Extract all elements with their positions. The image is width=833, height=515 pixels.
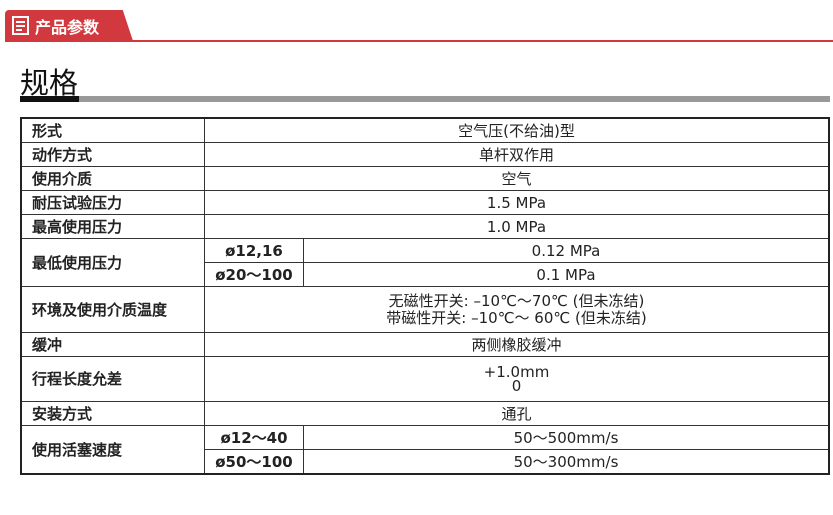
row-value: 0.1 MPa	[303, 262, 830, 287]
table-row: ø20～100 0.1 MPa	[21, 262, 830, 287]
row-value: 两侧橡胶缓冲	[204, 332, 830, 357]
row-label: 缓冲	[20, 332, 205, 357]
row-value: 50～300mm/s	[303, 449, 830, 475]
row-label: 行程长度允差	[20, 356, 205, 402]
row-value: 空气压(不给油)型	[204, 117, 830, 143]
value-line: 0	[511, 377, 522, 395]
row-value: 无磁性开关: –10℃～70℃ (但未冻结) 带磁性开关: –10℃～ 60℃ (…	[204, 286, 830, 333]
value-line: +1.0mm	[483, 363, 550, 381]
row-label: 最低使用压力	[20, 238, 205, 287]
size-label: ø50～100	[204, 449, 304, 475]
row-label: 动作方式	[20, 142, 205, 167]
divider	[5, 40, 833, 42]
table-row: 最高使用压力 1.0 MPa	[20, 214, 830, 239]
table-row: 使用介质 空气	[20, 166, 830, 191]
row-value: 1.0 MPa	[204, 214, 830, 239]
section-title: 规格	[20, 66, 79, 100]
value-line: 带磁性开关: –10℃～ 60℃ (但未冻结)	[386, 308, 647, 327]
row-value: 1.5 MPa	[204, 190, 830, 215]
row-label: 形式	[20, 117, 205, 143]
row-label: 安装方式	[20, 401, 205, 426]
table-row: 形式 空气压(不给油)型	[20, 117, 830, 143]
table-row: 安装方式 通孔	[20, 401, 830, 426]
value-line: 无磁性开关: –10℃～70℃ (但未冻结)	[388, 291, 645, 310]
spec-table: 形式 空气压(不给油)型 动作方式 单杆双作用 使用介质 空气 耐压试验压力 1.5 MPa 最…	[20, 117, 830, 475]
row-value: 通孔	[204, 401, 830, 426]
row-label: 耐压试验压力	[20, 190, 205, 215]
row-value: 0.12 MPa	[303, 238, 830, 263]
product-params-tab[interactable]: 产品参数	[5, 10, 133, 41]
row-value: 空气	[204, 166, 830, 191]
title-underline	[20, 96, 830, 102]
document-icon	[12, 16, 29, 35]
table-row: 缓冲 两侧橡胶缓冲	[20, 332, 830, 357]
table-row: ø50～100 50～300mm/s	[21, 449, 830, 475]
table-row: 动作方式 单杆双作用	[20, 142, 830, 167]
row-label: 使用介质	[20, 166, 205, 191]
row-value: 单杆双作用	[204, 142, 830, 167]
tab-label: 产品参数	[35, 17, 100, 37]
row-label: 环境及使用介质温度	[20, 286, 205, 333]
size-label: ø20～100	[204, 262, 304, 287]
table-row: 环境及使用介质温度 无磁性开关: –10℃～70℃ (但未冻结) 带磁性开关: –1…	[20, 286, 830, 333]
table-row: 行程长度允差 +1.0mm 0	[20, 356, 830, 402]
row-label: 使用活塞速度	[20, 425, 205, 475]
table-row: 使用活塞速度 ø12～40 50～500mm/s	[20, 425, 830, 475]
size-label: ø12～40	[204, 425, 304, 450]
table-row: 耐压试验压力 1.5 MPa	[20, 190, 830, 215]
row-value: 50～500mm/s	[303, 425, 830, 450]
row-value: +1.0mm 0	[204, 356, 830, 402]
row-label: 最高使用压力	[20, 214, 205, 239]
size-label: ø12,16	[204, 238, 304, 263]
table-row: 最低使用压力 ø12,16 0.12 MPa	[20, 238, 830, 287]
